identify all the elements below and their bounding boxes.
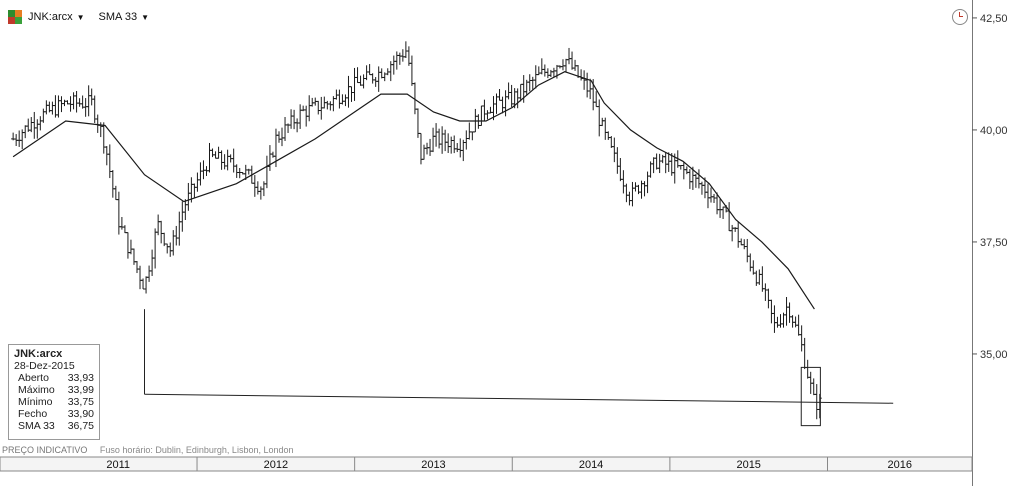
clock-icon[interactable] <box>952 9 968 25</box>
y-tick-label: 35,00 <box>980 349 1008 361</box>
data-window: JNK:arcx 28-Dez-2015 Aberto 33,93 Máximo 3… <box>8 344 100 440</box>
y-tick-label: 37,50 <box>980 237 1008 249</box>
symbol-dropdown[interactable]: JNK:arcx ▼ <box>28 11 85 23</box>
highlight-box <box>800 366 821 427</box>
y-tick-label: 40,00 <box>980 125 1008 137</box>
info-row-close: Fecho 33,90 <box>18 408 94 420</box>
info-date: 28-Dez-2015 <box>14 360 75 372</box>
info-symbol: JNK:arcx <box>14 348 63 360</box>
indicator-label: SMA 33 <box>98 11 138 23</box>
support-trendline <box>144 393 894 404</box>
x-year-label: 2016 <box>888 459 912 471</box>
x-year-label: 2013 <box>421 459 445 471</box>
x-axis-strip <box>0 456 973 472</box>
info-row-open: Aberto 33,93 <box>18 372 94 384</box>
timezone-label: Fuso horário: Dublin, Edinburgh, Lisbon,… <box>99 445 294 455</box>
info-row-high: Máximo 33,99 <box>18 384 94 396</box>
x-year-label: 2011 <box>106 459 130 471</box>
info-row-low: Mínimo 33,75 <box>18 396 94 408</box>
x-year-label: 2014 <box>579 459 603 471</box>
sma-line <box>12 71 815 310</box>
y-tick-label: 42,50 <box>980 13 1008 25</box>
indicator-dropdown[interactable]: SMA 33 ▼ <box>99 11 149 23</box>
x-year-label: 2012 <box>264 459 288 471</box>
info-row-sma: SMA 33 36,75 <box>18 420 94 432</box>
chevron-down-icon: ▼ <box>141 12 149 22</box>
chevron-down-icon: ▼ <box>76 12 85 22</box>
app-logo-icon <box>8 10 22 24</box>
indicative-price-label: PREÇO INDICATIVO <box>2 445 88 455</box>
chart-toolbar: JNK:arcx ▼ SMA 33 ▼ <box>8 8 149 26</box>
x-year-label: 2015 <box>736 459 760 471</box>
chart-footer: PREÇO INDICATIVO Fuso horário: Dublin, E… <box>2 445 294 455</box>
symbol-label: JNK:arcx <box>28 11 73 23</box>
